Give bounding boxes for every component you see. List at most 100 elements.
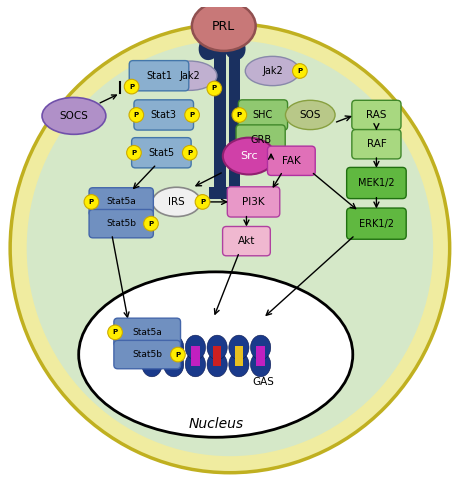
FancyBboxPatch shape	[223, 226, 270, 256]
FancyBboxPatch shape	[132, 138, 191, 168]
Text: P: P	[129, 84, 134, 90]
Text: P: P	[190, 112, 195, 118]
Ellipse shape	[42, 97, 106, 134]
Ellipse shape	[164, 352, 184, 377]
FancyBboxPatch shape	[352, 100, 401, 130]
Text: RAS: RAS	[366, 110, 387, 120]
Text: SHC: SHC	[253, 110, 273, 120]
FancyBboxPatch shape	[236, 125, 285, 154]
Circle shape	[185, 108, 200, 122]
Text: Nucleus: Nucleus	[188, 417, 243, 431]
Text: SOCS: SOCS	[60, 111, 88, 121]
Ellipse shape	[251, 352, 271, 377]
Ellipse shape	[164, 335, 184, 360]
Ellipse shape	[142, 335, 162, 360]
Ellipse shape	[27, 40, 433, 456]
Text: P: P	[134, 112, 139, 118]
FancyBboxPatch shape	[346, 168, 406, 199]
Text: P: P	[200, 199, 205, 205]
Bar	[229, 40, 240, 196]
Circle shape	[195, 195, 210, 209]
FancyBboxPatch shape	[129, 60, 189, 91]
Text: Jak2: Jak2	[179, 71, 200, 81]
FancyBboxPatch shape	[346, 208, 406, 239]
Circle shape	[207, 81, 222, 96]
Circle shape	[292, 64, 307, 78]
Text: GRB: GRB	[250, 134, 271, 145]
Text: Src: Src	[240, 151, 258, 161]
Ellipse shape	[207, 335, 227, 360]
Bar	[214, 40, 226, 196]
Ellipse shape	[223, 138, 275, 174]
Ellipse shape	[185, 352, 206, 377]
Text: P: P	[131, 150, 137, 156]
Text: Akt: Akt	[238, 236, 255, 246]
Text: Jak2: Jak2	[262, 66, 283, 76]
FancyBboxPatch shape	[114, 318, 181, 347]
Text: Stat5a: Stat5a	[132, 328, 162, 337]
Text: Stat5b: Stat5b	[132, 350, 162, 359]
Ellipse shape	[224, 35, 246, 60]
Ellipse shape	[163, 61, 217, 91]
Circle shape	[232, 108, 246, 122]
Ellipse shape	[251, 335, 271, 360]
Bar	[191, 346, 200, 366]
Text: Stat5b: Stat5b	[106, 219, 136, 228]
Circle shape	[124, 79, 139, 94]
Circle shape	[171, 347, 185, 362]
Text: P: P	[148, 221, 154, 226]
Bar	[209, 187, 251, 199]
Circle shape	[84, 195, 99, 209]
Circle shape	[129, 108, 144, 122]
Ellipse shape	[185, 335, 206, 360]
Text: RAF: RAF	[366, 139, 386, 149]
Ellipse shape	[229, 352, 249, 377]
Text: P: P	[89, 199, 94, 205]
Circle shape	[144, 216, 158, 231]
Text: P: P	[237, 112, 242, 118]
FancyBboxPatch shape	[352, 130, 401, 159]
Bar	[169, 346, 178, 366]
Text: ERK1/2: ERK1/2	[359, 219, 394, 229]
Text: SOS: SOS	[300, 110, 321, 120]
Ellipse shape	[229, 335, 249, 360]
Circle shape	[127, 146, 141, 160]
FancyBboxPatch shape	[134, 100, 193, 130]
Text: P: P	[175, 352, 181, 357]
Circle shape	[182, 146, 197, 160]
Ellipse shape	[199, 35, 220, 60]
Ellipse shape	[245, 56, 300, 86]
Ellipse shape	[142, 352, 162, 377]
Bar	[148, 346, 156, 366]
Text: P: P	[297, 68, 302, 74]
Text: IRS: IRS	[168, 197, 185, 207]
Ellipse shape	[79, 272, 353, 437]
Ellipse shape	[285, 100, 335, 130]
Text: PRL: PRL	[212, 19, 236, 33]
Text: MEK1/2: MEK1/2	[358, 178, 395, 188]
Text: P: P	[112, 329, 118, 336]
Bar	[213, 346, 221, 366]
Circle shape	[108, 325, 122, 339]
FancyBboxPatch shape	[228, 187, 280, 217]
Text: Stat1: Stat1	[146, 71, 172, 81]
FancyBboxPatch shape	[267, 146, 315, 175]
FancyBboxPatch shape	[238, 100, 288, 130]
Text: GAS: GAS	[252, 377, 274, 387]
FancyBboxPatch shape	[114, 340, 181, 369]
Text: P: P	[212, 86, 217, 92]
Ellipse shape	[192, 1, 255, 51]
Ellipse shape	[207, 352, 227, 377]
Ellipse shape	[10, 24, 450, 473]
Bar	[256, 346, 265, 366]
Text: Stat5a: Stat5a	[106, 197, 136, 206]
FancyBboxPatch shape	[89, 209, 154, 238]
Ellipse shape	[153, 187, 201, 217]
FancyBboxPatch shape	[89, 187, 154, 216]
Text: Stat3: Stat3	[151, 110, 177, 120]
Text: PI3K: PI3K	[242, 197, 265, 207]
Text: P: P	[187, 150, 192, 156]
Text: FAK: FAK	[282, 156, 301, 166]
Text: Stat5: Stat5	[148, 148, 174, 158]
Bar	[235, 346, 243, 366]
